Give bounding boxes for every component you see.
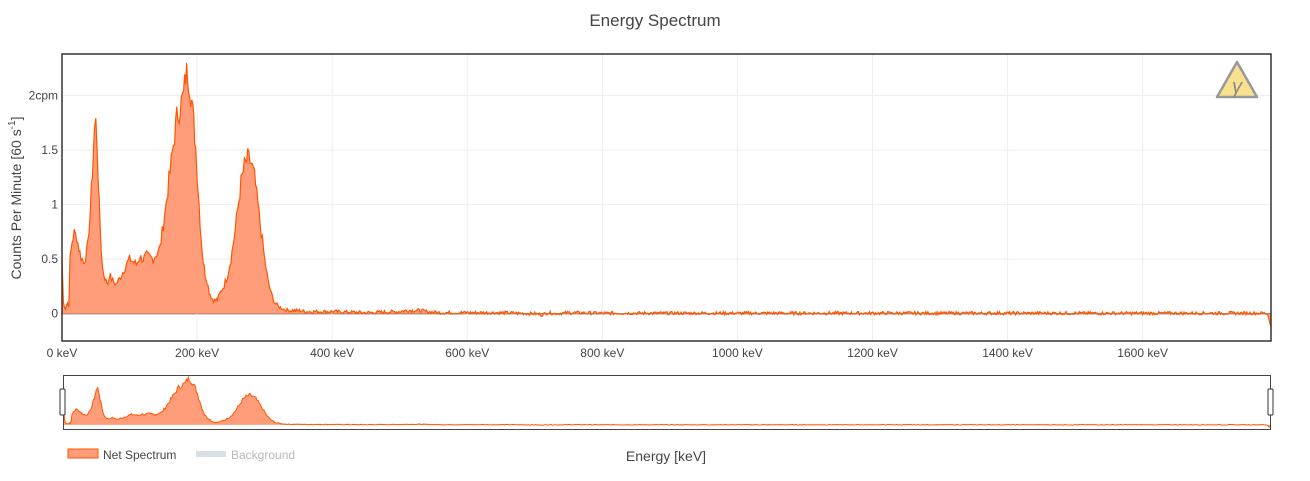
x-axis-ticks: 0 keV 200 keV 400 keV 600 keV 800 keV 1000 ke… bbox=[47, 346, 1168, 360]
net-spectrum-line[interactable] bbox=[62, 62, 1271, 327]
y-tick-label: 2cpm bbox=[29, 88, 58, 102]
y-tick-label: 0.5 bbox=[41, 252, 58, 266]
chart-title: Energy Spectrum bbox=[589, 11, 720, 30]
y-axis-label-end: ] bbox=[8, 117, 24, 121]
svg-text:γ: γ bbox=[1232, 76, 1243, 98]
range-slider-line bbox=[63, 375, 1271, 428]
legend-item-background[interactable]: Background bbox=[196, 448, 295, 462]
range-slider-area bbox=[64, 377, 1270, 428]
y-axis-label-superscript: -1 bbox=[7, 120, 18, 129]
range-slider-handle-right[interactable] bbox=[1267, 388, 1274, 416]
x-axis-label: Energy [keV] bbox=[626, 448, 706, 464]
y-tick-label: 1 bbox=[51, 198, 58, 212]
y-axis-label: Counts Per Minute [60 s-1] bbox=[7, 117, 24, 280]
x-tick-label: 600 keV bbox=[445, 346, 489, 360]
x-tick-label: 0 keV bbox=[47, 346, 78, 360]
plot-frame bbox=[61, 53, 1272, 342]
legend-label-background: Background bbox=[231, 448, 295, 462]
y-axis-ticks: 0 0.5 1 1.5 2cpm bbox=[29, 88, 59, 320]
legend-label-net-spectrum: Net Spectrum bbox=[103, 448, 176, 462]
range-slider-handle-left[interactable] bbox=[59, 388, 66, 416]
x-tick-label: 1600 keV bbox=[1117, 346, 1168, 360]
x-tick-label: 800 keV bbox=[580, 346, 624, 360]
legend: Net Spectrum Background bbox=[67, 448, 295, 462]
x-tick-label: 400 keV bbox=[310, 346, 354, 360]
x-tick-label: 1200 keV bbox=[847, 346, 898, 360]
net-spectrum-area[interactable] bbox=[62, 63, 1271, 327]
legend-item-net-spectrum[interactable]: Net Spectrum bbox=[67, 448, 176, 462]
x-tick-label: 1000 keV bbox=[712, 346, 763, 360]
gamma-warning-icon: γ bbox=[1215, 60, 1259, 99]
y-tick-label: 0 bbox=[51, 307, 58, 321]
x-tick-label: 1400 keV bbox=[982, 346, 1033, 360]
x-tick-label: 200 keV bbox=[175, 346, 219, 360]
y-tick-label: 1.5 bbox=[41, 143, 58, 157]
range-slider[interactable] bbox=[59, 375, 1274, 430]
